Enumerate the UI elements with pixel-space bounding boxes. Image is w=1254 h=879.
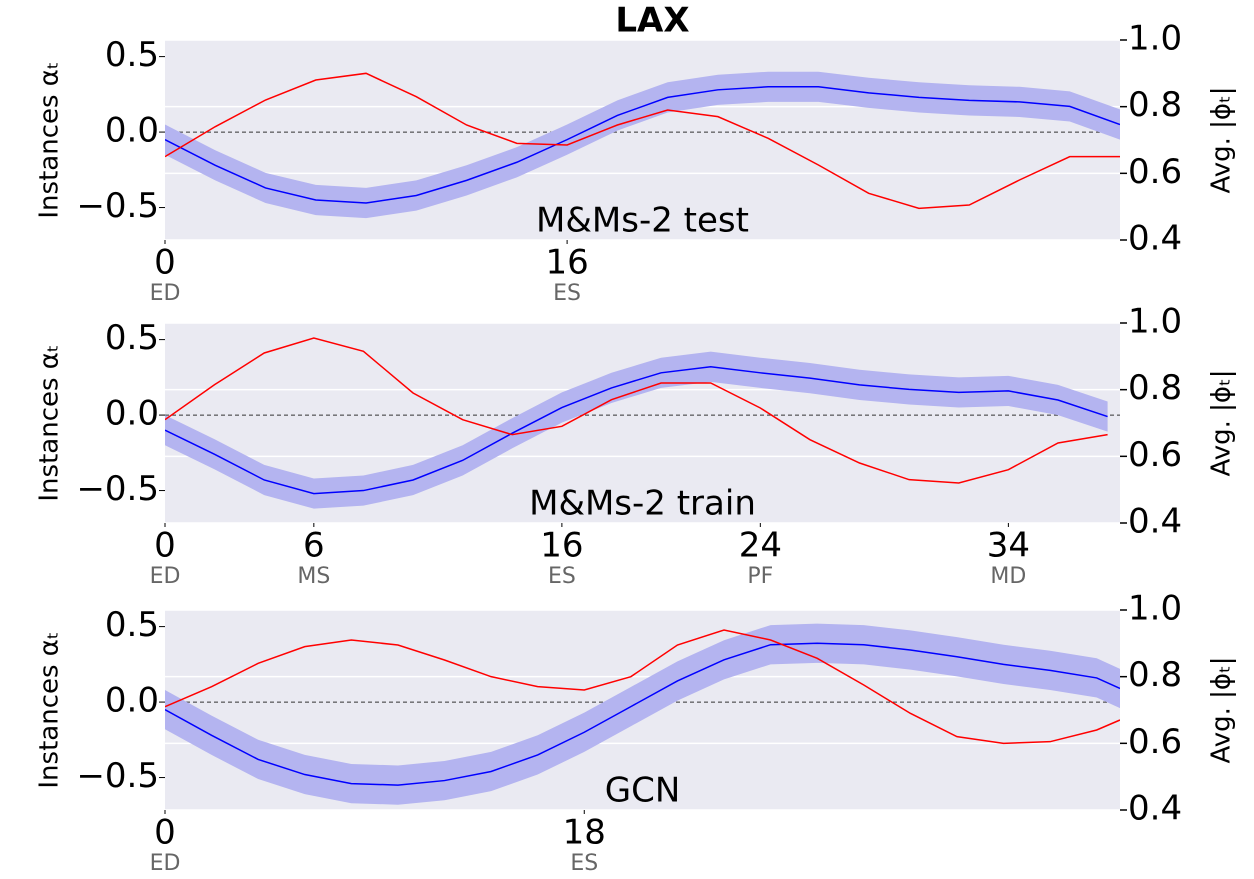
x-tick-phase: MD [990, 564, 1026, 589]
x-tick-label: 0 [154, 526, 176, 566]
y-tick-label: −0.5 [76, 469, 159, 509]
plot-area [165, 610, 1120, 810]
panel-annotation: M&Ms-2 train [529, 484, 756, 524]
line [165, 337, 1108, 484]
y-tick-label: 0.5 [105, 318, 159, 358]
line [165, 86, 1120, 204]
y-tick-label: 0.0 [105, 111, 159, 151]
y2-axis-label: Avg. |ϕₜ| [1207, 86, 1237, 193]
confidence-band [165, 71, 1120, 219]
y-tick-label: 0.0 [105, 394, 159, 434]
x-tick-phase: ES [548, 564, 576, 589]
y2-tick-label: 1.0 [1128, 19, 1182, 59]
y-axis-label: Instances αₜ [35, 61, 65, 218]
y2-axis-label: Avg. |ϕₜ| [1207, 656, 1237, 763]
confidence-band [165, 351, 1108, 509]
x-tick-phase: ED [150, 281, 181, 306]
y2-tick-label: 0.6 [1128, 152, 1182, 192]
x-tick-label: 16 [540, 526, 583, 566]
x-tick-phase: ED [150, 564, 181, 589]
x-tick-label: 0 [154, 813, 176, 853]
y-tick-label: 0.5 [105, 35, 159, 75]
line [165, 629, 1120, 745]
x-tick-label: 18 [563, 813, 606, 853]
line [165, 72, 1120, 210]
plot-area [165, 40, 1120, 240]
y2-tick-label: 0.4 [1128, 502, 1182, 542]
line [165, 642, 1120, 786]
x-tick-phase: ED [150, 851, 181, 876]
x-tick-label: 24 [739, 526, 782, 566]
y2-tick-label: 0.4 [1128, 789, 1182, 829]
y2-tick-label: 1.0 [1128, 302, 1182, 342]
confidence-band [165, 623, 1120, 805]
panel-annotation: GCN [605, 771, 681, 811]
y2-tick-label: 0.8 [1128, 655, 1182, 695]
x-tick-phase: ES [553, 281, 581, 306]
x-tick-label: 6 [303, 526, 325, 566]
x-tick-label: 0 [154, 243, 176, 283]
y-tick-label: 0.0 [105, 681, 159, 721]
y-tick-label: −0.5 [76, 756, 159, 796]
y2-tick-label: 0.6 [1128, 722, 1182, 762]
x-tick-phase: ES [570, 851, 598, 876]
y-tick-label: 0.5 [105, 605, 159, 645]
chart-title: LAX [615, 1, 689, 41]
plot-area [165, 323, 1120, 523]
y2-tick-label: 0.8 [1128, 368, 1182, 408]
y2-tick-label: 0.6 [1128, 435, 1182, 475]
y-tick-label: −0.5 [76, 186, 159, 226]
y2-tick-label: 0.8 [1128, 85, 1182, 125]
x-tick-label: 16 [545, 243, 588, 283]
y2-tick-label: 1.0 [1128, 589, 1182, 629]
x-tick-phase: MS [297, 564, 330, 589]
y2-tick-label: 0.4 [1128, 219, 1182, 259]
x-tick-label: 34 [987, 526, 1030, 566]
panel-annotation: M&Ms-2 test [536, 201, 749, 241]
y2-axis-label: Avg. |ϕₜ| [1207, 369, 1237, 476]
y-axis-label: Instances αₜ [35, 631, 65, 788]
x-tick-phase: PF [747, 564, 773, 589]
line [165, 366, 1108, 495]
y-axis-label: Instances αₜ [35, 344, 65, 501]
